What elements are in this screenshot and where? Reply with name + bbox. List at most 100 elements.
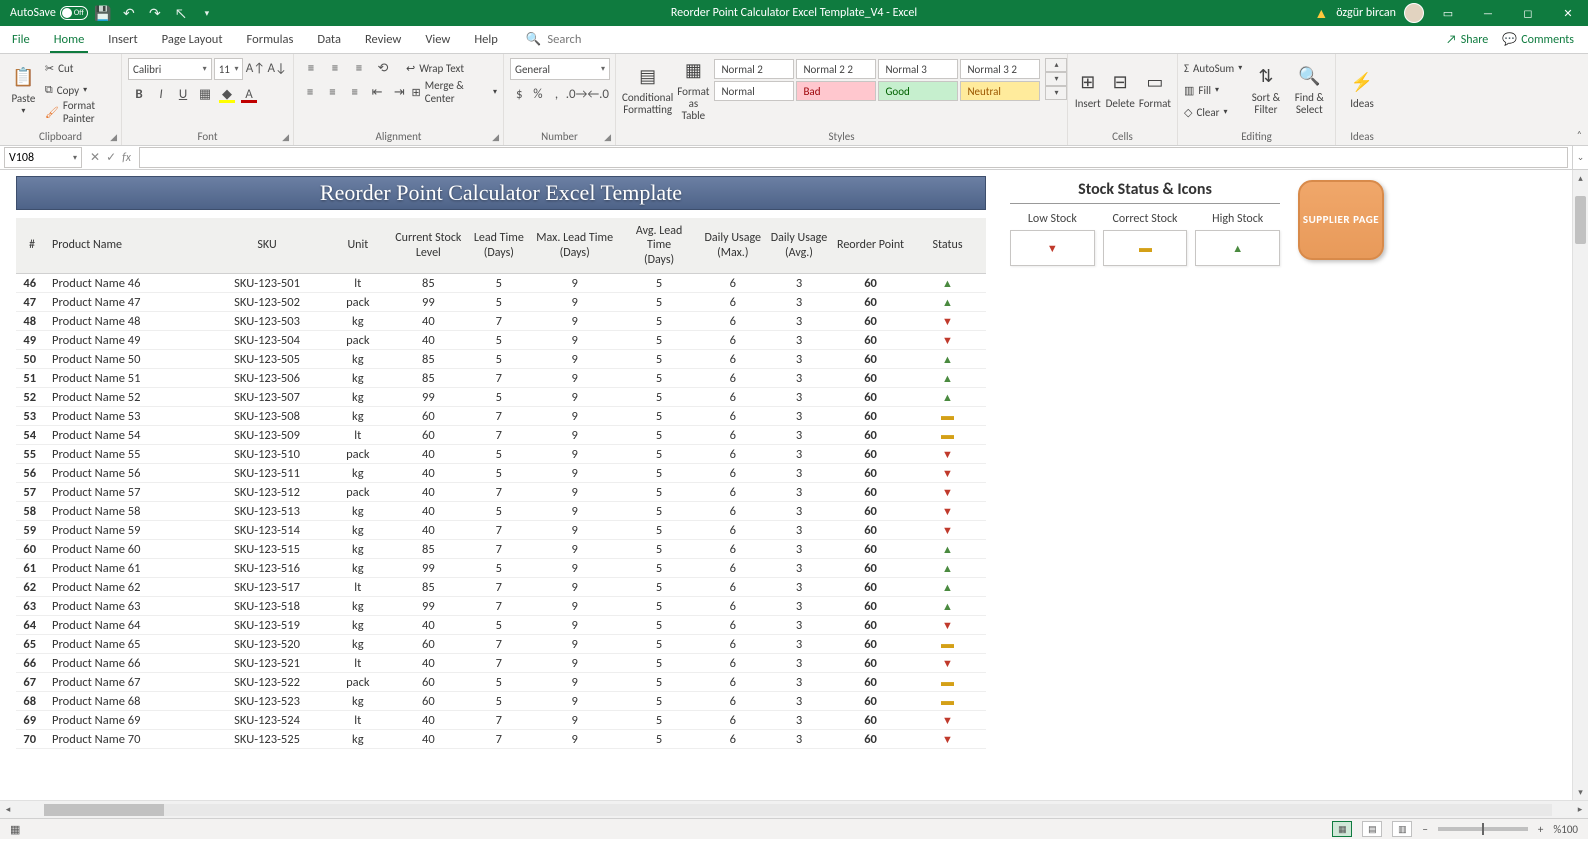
merge-center-button[interactable]: ⊞Merge & Center▾ [411,82,497,102]
format-as-table-button[interactable]: ▦ Format as Table [677,58,709,122]
cell[interactable]: 60 [832,692,909,711]
cell[interactable]: 6 [700,711,766,730]
cell[interactable]: 60 [832,540,909,559]
cell[interactable]: kg [326,521,390,540]
redo-icon[interactable]: ↷ [144,2,166,24]
cell[interactable]: 5 [467,293,531,312]
accounting-format-icon[interactable]: $ [510,84,529,104]
cell[interactable]: Product Name 52 [48,388,208,407]
cell[interactable]: 7 [467,711,531,730]
conditional-formatting-button[interactable]: ▤ Conditional Formatting [622,58,673,122]
cell[interactable]: 5 [618,654,699,673]
cell[interactable]: 3 [766,312,832,331]
cell[interactable]: 3 [766,578,832,597]
table-row[interactable]: 67Product Name 67SKU-123-522pack60595636… [16,673,986,692]
cell[interactable]: 55 [16,445,48,464]
cell[interactable]: kg [326,502,390,521]
autosum-button[interactable]: ΣAutoSum▾ [1184,58,1242,78]
cell[interactable]: 3 [766,597,832,616]
cell[interactable]: 9 [531,597,619,616]
cell[interactable]: 63 [16,597,48,616]
table-row[interactable]: 50Product Name 50SKU-123-505kg855956360▲ [16,350,986,369]
comma-format-icon[interactable]: , [547,84,566,104]
cell[interactable]: SKU-123-507 [208,388,326,407]
fx-icon[interactable]: fx [122,151,131,165]
cell[interactable]: 3 [766,654,832,673]
align-middle-icon[interactable]: ≡ [324,58,346,78]
style-neutral[interactable]: Neutral [960,81,1040,101]
tab-insert[interactable]: Insert [96,26,149,53]
cell[interactable]: 60 [832,426,909,445]
cell[interactable]: 60 [832,293,909,312]
cell[interactable]: 7 [467,578,531,597]
cell[interactable]: 60 [832,350,909,369]
cell[interactable]: 3 [766,502,832,521]
scroll-down-icon[interactable]: ▾ [1573,784,1588,800]
cell[interactable]: 9 [531,654,619,673]
cell[interactable]: pack [326,293,390,312]
cell[interactable]: Product Name 46 [48,274,208,293]
table-row[interactable]: 58Product Name 58SKU-123-513kg405956360▼ [16,502,986,521]
cell[interactable]: 6 [700,274,766,293]
cell[interactable]: 3 [766,388,832,407]
cell[interactable]: SKU-123-522 [208,673,326,692]
cell[interactable]: 7 [467,635,531,654]
cell[interactable]: 51 [16,369,48,388]
find-select-button[interactable]: 🔍Find & Select [1290,58,1329,122]
table-row[interactable]: 49Product Name 49SKU-123-504pack40595636… [16,331,986,350]
share-button[interactable]: ↗Share [1446,33,1488,47]
status-cell[interactable]: ▲ [909,293,986,312]
cell[interactable]: SKU-123-505 [208,350,326,369]
cell[interactable]: SKU-123-512 [208,483,326,502]
cell[interactable]: 3 [766,369,832,388]
cell[interactable]: 9 [531,692,619,711]
cell[interactable]: 67 [16,673,48,692]
alignment-launcher-icon[interactable]: ◢ [492,132,499,143]
cell[interactable]: 3 [766,692,832,711]
tab-review[interactable]: Review [353,26,413,53]
zoom-label[interactable]: %100 [1553,823,1578,836]
clipboard-launcher-icon[interactable]: ◢ [110,132,117,143]
cell[interactable]: SKU-123-517 [208,578,326,597]
cell[interactable]: 9 [531,502,619,521]
fill-button[interactable]: ▥Fill▾ [1184,80,1242,100]
status-cell[interactable]: ▼ [909,730,986,749]
cell[interactable]: kg [326,388,390,407]
cell[interactable]: 6 [700,502,766,521]
cell[interactable]: 5 [618,331,699,350]
cell[interactable]: 60 [832,483,909,502]
cell[interactable]: SKU-123-518 [208,597,326,616]
normal-view-icon[interactable]: ▦ [1332,821,1352,837]
cell[interactable]: 46 [16,274,48,293]
style-normal2[interactable]: Normal 2 [714,59,794,79]
cell[interactable]: 9 [531,711,619,730]
border-button[interactable]: ▦ [194,84,216,104]
cell[interactable]: 57 [16,483,48,502]
table-row[interactable]: 57Product Name 57SKU-123-512pack40795636… [16,483,986,502]
zoom-slider[interactable] [1438,827,1528,831]
cell[interactable]: 60 [832,388,909,407]
cell[interactable]: 47 [16,293,48,312]
cell[interactable]: 53 [16,407,48,426]
cell[interactable]: 7 [467,540,531,559]
cell[interactable]: Product Name 54 [48,426,208,445]
undo-icon[interactable]: ↶ [118,2,140,24]
cell[interactable]: 3 [766,350,832,369]
cell[interactable]: 9 [531,312,619,331]
cell[interactable]: SKU-123-515 [208,540,326,559]
cell[interactable]: 3 [766,426,832,445]
table-row[interactable]: 55Product Name 55SKU-123-510pack40595636… [16,445,986,464]
vscroll-thumb[interactable] [1575,196,1586,244]
cell[interactable]: SKU-123-523 [208,692,326,711]
status-cell[interactable]: ▲ [909,597,986,616]
cell[interactable]: 5 [618,616,699,635]
cell[interactable]: 5 [467,445,531,464]
cell[interactable]: 40 [390,312,467,331]
cell[interactable]: 6 [700,635,766,654]
cell[interactable]: 5 [467,616,531,635]
cell[interactable]: 5 [618,274,699,293]
header-product[interactable]: Product Name [48,218,208,274]
cell[interactable]: Product Name 62 [48,578,208,597]
cell[interactable]: 5 [618,483,699,502]
status-cell[interactable]: ▼ [909,312,986,331]
